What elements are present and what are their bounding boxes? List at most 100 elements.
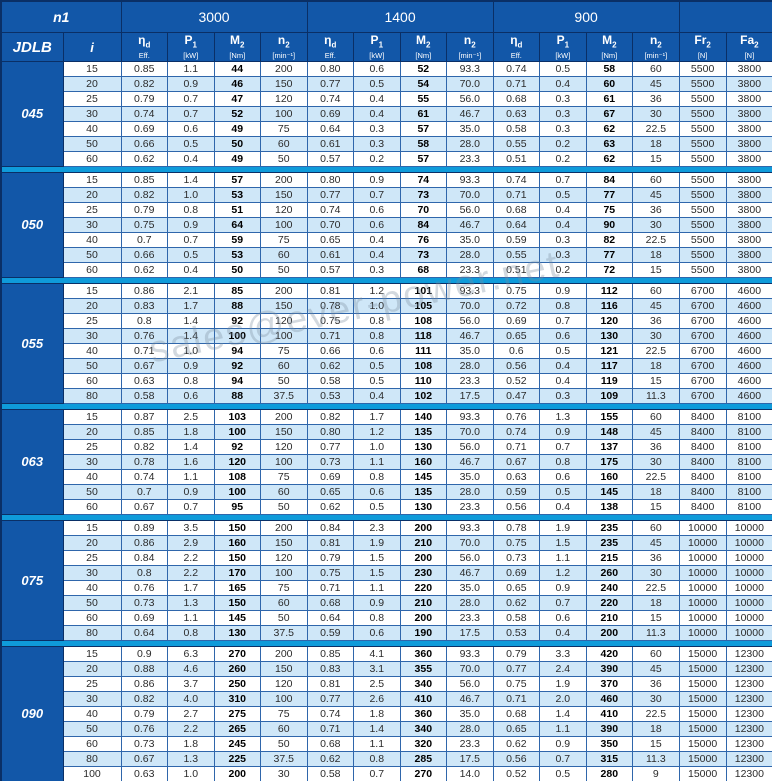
output-torque-value: 350	[585, 736, 634, 752]
input-power-value: 0.7	[353, 766, 401, 781]
rating-row: 075 15 0.89 3.5 150 200 0.84 2.3 200 93.3 0.78 1.9 2…	[0, 520, 772, 641]
output-torque-value: 200	[399, 550, 448, 566]
efficiency-value: 0.80	[306, 61, 355, 77]
efficiency-value: 0.70	[306, 217, 355, 233]
input-power-value: 0.4	[539, 358, 587, 374]
output-speed-value: 46.7	[446, 454, 494, 470]
radial-load-value: 8400	[678, 409, 727, 425]
output-torque-value: 145	[213, 610, 261, 626]
output-speed-value: 70.0	[446, 76, 494, 92]
rating-row: 25 0.86 3.7 250 120 0.81 2.5 340 56.0 0.75 1.9 370 3…	[1, 676, 772, 692]
output-torque-value: 82	[585, 232, 634, 248]
model-col-header: JDLB	[0, 32, 64, 62]
axial-load-value: 10000	[725, 520, 772, 536]
input-power-value: 0.7	[167, 91, 215, 107]
radial-load-value: 6700	[678, 358, 727, 374]
radial-load-value: 6700	[678, 388, 727, 404]
rating-row: 090 15 0.9 6.3 270 200 0.85 4.1 360 93.3 0.79 3.3 42…	[0, 646, 772, 781]
ratio-value: 20	[62, 535, 122, 551]
input-power-value: 2.4	[539, 661, 587, 677]
output-speed-value: 60	[260, 595, 308, 611]
output-speed-value: 30	[632, 691, 680, 707]
input-power-value: 2.9	[167, 535, 215, 551]
input-power-value: 0.5	[539, 61, 587, 77]
input-power-value: 2.2	[167, 565, 215, 581]
output-torque-value: 111	[399, 343, 448, 359]
output-torque-value: 230	[399, 565, 448, 581]
efficiency-value: 0.79	[120, 706, 168, 722]
input-power-value: 0.5	[353, 358, 401, 374]
radial-load-value: 8400	[678, 484, 727, 500]
radial-load-value: 5500	[678, 61, 727, 77]
output-torque-value: 116	[585, 298, 634, 314]
efficiency-value: 0.71	[492, 187, 541, 203]
axial-load-value: 3800	[725, 121, 772, 137]
radial-load-value: 15000	[678, 706, 727, 722]
efficiency-value: 0.7	[120, 232, 168, 248]
output-torque-value: 130	[399, 499, 448, 515]
efficiency-value: 0.58	[306, 373, 355, 389]
output-torque-value: 121	[585, 343, 634, 359]
axial-load-value: 4600	[725, 343, 772, 359]
output-speed-value: 60	[260, 721, 308, 737]
output-torque-value: 67	[585, 106, 634, 122]
output-torque-value: 145	[399, 469, 448, 485]
output-speed-value: 120	[260, 676, 308, 692]
input-power-value: 0.8	[353, 328, 401, 344]
rating-row: 30 0.74 0.7 52 100 0.69 0.4 61 46.7 0.63 0.3 67 30 55…	[1, 106, 772, 122]
output-speed-value: 11.3	[632, 625, 680, 641]
axial-load-value: 8100	[725, 409, 772, 425]
efficiency-value: 0.79	[492, 646, 541, 662]
output-torque-value: 150	[213, 520, 261, 536]
ratio-value: 25	[62, 313, 122, 329]
input-power-value: 0.3	[539, 106, 587, 122]
radial-load-value: 8400	[678, 499, 727, 515]
output-speed-value: 45	[632, 535, 680, 551]
efficiency-value: 0.64	[306, 121, 355, 137]
axial-load-value: 10000	[725, 580, 772, 596]
output-torque-value: 245	[213, 736, 261, 752]
input-power-value: 3.7	[167, 676, 215, 692]
output-torque-value: 64	[213, 217, 261, 233]
output-speed-value: 120	[260, 202, 308, 218]
input-power-value: 0.7	[167, 106, 215, 122]
output-speed-value: 93.3	[446, 409, 494, 425]
axial-load-value: 3800	[725, 172, 772, 188]
axial-load-value: 3800	[725, 187, 772, 203]
output-speed-value: 100	[260, 217, 308, 233]
axial-load-value: 12300	[725, 751, 772, 767]
output-speed-value: 23.3	[446, 736, 494, 752]
rating-row: 25 0.8 1.4 92 120 0.75 0.8 108 56.0 0.69 0.7 120 36 6…	[1, 313, 772, 329]
rating-row: 30 0.78 1.6 120 100 0.73 1.1 160 46.7 0.67 0.8 175 3…	[1, 454, 772, 470]
efficiency-value: 0.53	[492, 625, 541, 641]
radial-load-value: 10000	[678, 565, 727, 581]
output-speed-value: 46.7	[446, 217, 494, 233]
output-torque-value: 370	[585, 676, 634, 692]
output-speed-value: 23.3	[446, 262, 494, 278]
output-torque-value: 88	[213, 298, 261, 314]
efficiency-value: 0.82	[120, 76, 168, 92]
output-speed-value: 30	[632, 106, 680, 122]
output-torque-value: 74	[399, 172, 448, 188]
output-speed-value: 56.0	[446, 550, 494, 566]
rating-row: 60 0.62 0.4 49 50 0.57 0.2 57 23.3 0.51 0.2 62 15 550…	[1, 151, 772, 167]
efficiency-value: 0.51	[492, 151, 541, 167]
axial-load-value: 4600	[725, 373, 772, 389]
radial-load-value: 8400	[678, 424, 727, 440]
output-torque-value: 60	[585, 76, 634, 92]
efficiency-value: 0.64	[120, 625, 168, 641]
efficiency-value: 0.68	[306, 595, 355, 611]
efficiency-value: 0.75	[492, 676, 541, 692]
input-power-value: 0.8	[353, 751, 401, 767]
ratio-value: 60	[62, 373, 122, 389]
axial-load-value: 3800	[725, 247, 772, 263]
output-torque-value: 390	[585, 721, 634, 737]
input-power-value: 0.4	[539, 202, 587, 218]
ratio-value: 80	[62, 625, 122, 641]
output-speed-value: 46.7	[446, 328, 494, 344]
radial-load-value: 6700	[678, 328, 727, 344]
input-power-value: 1.2	[539, 565, 587, 581]
efficiency-value: 0.71	[492, 691, 541, 707]
output-speed-value: 200	[260, 409, 308, 425]
input-power-value: 0.3	[539, 91, 587, 107]
